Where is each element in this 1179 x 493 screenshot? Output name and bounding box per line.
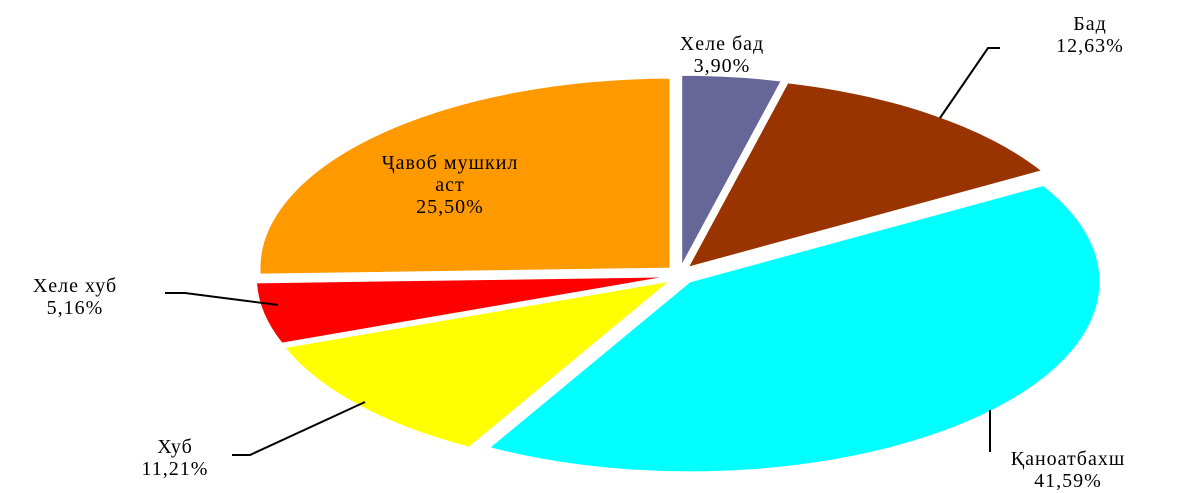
value-label: 3,90% [693,55,751,77]
category-name: Хеле хуб [32,275,118,297]
slice-label: Хеле бад 3,90% [642,33,802,77]
slice-label: Ҷавоб мушкил аст 25,50% [365,152,535,218]
pie-slice [488,184,1101,473]
pie-slice [255,276,667,344]
slice-label: Қаноатбахш 41,59% [958,448,1178,492]
category-name: Хеле бад [679,33,765,55]
leader-line [165,292,279,306]
value-label: 12,63% [1056,35,1124,57]
slice-label: Хеле хуб 5,16% [0,275,155,319]
leader-line [939,47,1000,119]
value-label: 11,21% [141,458,209,480]
value-label: 5,16% [46,297,104,319]
category-name: Ҷавоб мушкил аст [381,152,519,196]
slice-label: Хуб 11,21% [95,436,255,480]
pie-slice [259,77,671,275]
category-name: Хуб [157,436,193,458]
leader-line [232,401,366,456]
pie-slice [687,82,1043,268]
category-name: Қаноатбахш [1010,448,1126,470]
value-label: 41,59% [1034,470,1102,492]
pie-slice [681,74,782,266]
slice-label: Бад 12,63% [1010,13,1170,57]
value-label: 25,50% [416,196,484,218]
category-name: Бад [1073,13,1107,35]
